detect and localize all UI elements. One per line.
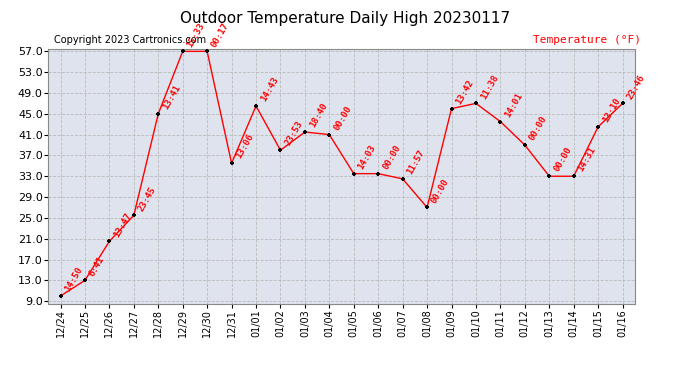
- Text: 00:00: 00:00: [332, 104, 353, 132]
- Text: 23:45: 23:45: [137, 185, 158, 213]
- Text: Temperature (°F): Temperature (°F): [533, 35, 641, 45]
- Text: 13:42: 13:42: [454, 78, 475, 106]
- Point: [299, 129, 310, 135]
- Point: [397, 176, 408, 182]
- Text: 13:41: 13:41: [161, 83, 182, 111]
- Text: 18:40: 18:40: [308, 102, 329, 129]
- Text: 13:10: 13:10: [601, 96, 622, 124]
- Point: [568, 173, 579, 179]
- Point: [495, 118, 506, 124]
- Point: [226, 160, 237, 166]
- Text: 00:00: 00:00: [528, 114, 549, 142]
- Point: [544, 173, 555, 179]
- Point: [520, 142, 531, 148]
- Point: [373, 171, 384, 177]
- Text: 14:50: 14:50: [63, 266, 85, 293]
- Text: 23:53: 23:53: [283, 120, 304, 147]
- Text: 15:33: 15:33: [186, 21, 207, 49]
- Text: 11:57: 11:57: [406, 148, 426, 176]
- Point: [177, 48, 188, 54]
- Point: [593, 124, 604, 130]
- Text: 23:46: 23:46: [625, 73, 647, 100]
- Point: [128, 212, 139, 218]
- Text: 14:43: 14:43: [259, 75, 280, 103]
- Point: [250, 103, 262, 109]
- Point: [446, 106, 457, 112]
- Text: 6:41: 6:41: [88, 254, 106, 278]
- Text: 00:00: 00:00: [381, 143, 402, 171]
- Text: 14:03: 14:03: [357, 143, 378, 171]
- Point: [104, 238, 115, 244]
- Text: 11:38: 11:38: [479, 73, 500, 100]
- Point: [79, 278, 90, 284]
- Point: [348, 171, 359, 177]
- Text: 00:00: 00:00: [430, 177, 451, 205]
- Text: 14:01: 14:01: [503, 91, 524, 119]
- Text: 14:31: 14:31: [576, 146, 598, 174]
- Point: [422, 204, 433, 210]
- Point: [55, 293, 66, 299]
- Text: Outdoor Temperature Daily High 20230117: Outdoor Temperature Daily High 20230117: [180, 11, 510, 26]
- Text: 00:00: 00:00: [552, 146, 573, 174]
- Text: Copyright 2023 Cartronics.com: Copyright 2023 Cartronics.com: [55, 35, 206, 45]
- Point: [471, 100, 482, 106]
- Point: [201, 48, 213, 54]
- Point: [324, 132, 335, 138]
- Text: 13:47: 13:47: [112, 211, 133, 238]
- Text: 13:06: 13:06: [235, 133, 255, 160]
- Text: 00:17: 00:17: [210, 21, 231, 49]
- Point: [617, 100, 628, 106]
- Point: [152, 111, 164, 117]
- Point: [275, 147, 286, 153]
